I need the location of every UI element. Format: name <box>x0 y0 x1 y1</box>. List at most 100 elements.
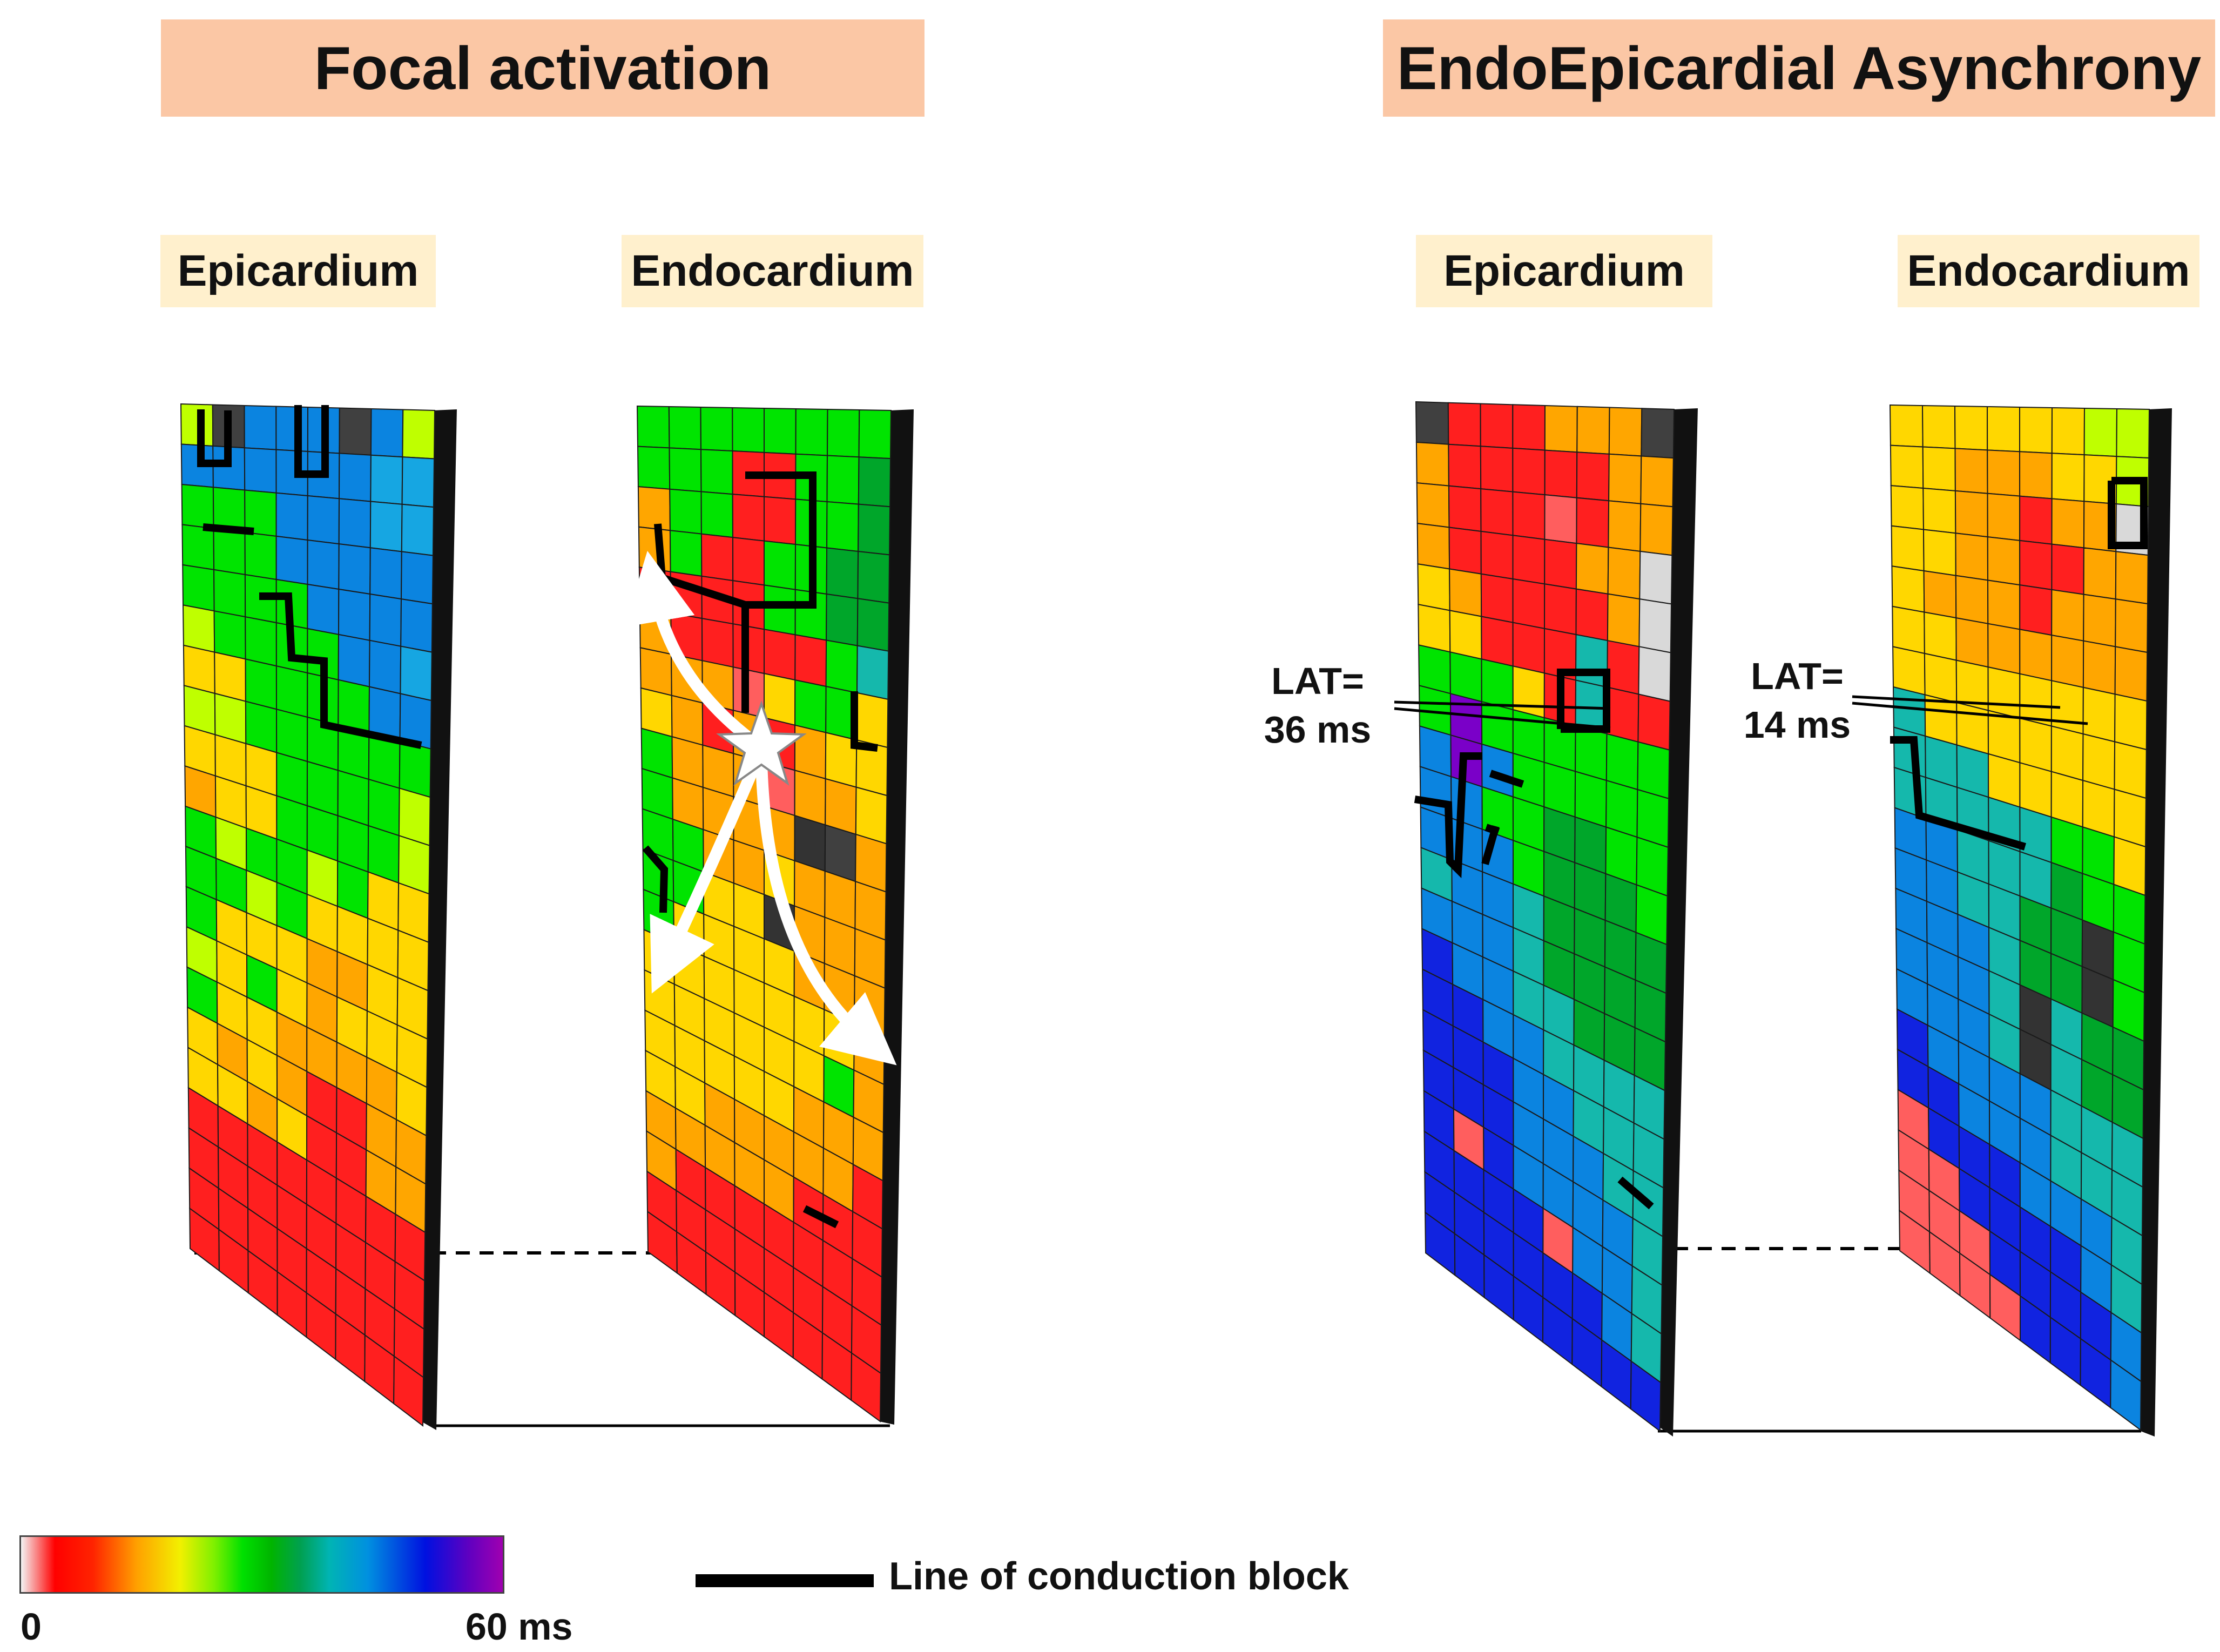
asynchrony-epicardium-map <box>1415 401 1675 1432</box>
grid-cell <box>213 528 246 576</box>
grid-cell <box>669 447 702 493</box>
grid-cell <box>669 530 703 577</box>
grid-cell <box>244 404 277 450</box>
grid-cell <box>1639 503 1674 556</box>
grid-cell <box>180 403 214 447</box>
grid-cell <box>858 456 892 508</box>
focal-endocardium-label: Endocardium <box>622 235 923 307</box>
grid-cell <box>700 491 734 538</box>
grid-cell <box>1987 536 2021 586</box>
grid-cell <box>2051 453 2085 502</box>
grid-cell <box>2114 693 2148 751</box>
grid-cell <box>1512 665 1545 719</box>
grid-cell <box>399 740 431 798</box>
grid-cell <box>2051 407 2086 456</box>
grid-cell <box>1512 535 1546 585</box>
grid-cell <box>1544 494 1577 544</box>
grid-cell <box>1639 550 1673 605</box>
grid-cell <box>1418 603 1451 653</box>
grid-cell <box>2083 407 2118 457</box>
colorbar-max-label: 60 ms <box>465 1606 573 1648</box>
grid-cell <box>400 551 434 605</box>
grid-cell <box>182 564 215 612</box>
grid-cell <box>1544 449 1578 498</box>
grid-cell <box>858 503 891 556</box>
grid-cell <box>2115 598 2149 653</box>
conduction-block-legend-label: Line of conduction block <box>889 1555 1349 1598</box>
grid-cell <box>1481 616 1514 667</box>
grid-cell <box>1480 403 1514 449</box>
grid-cell <box>858 409 892 460</box>
grid-cell <box>1544 404 1578 453</box>
grid-cell <box>1575 588 1609 642</box>
grid-cell <box>1921 404 1956 449</box>
grid-cell <box>1512 404 1546 451</box>
grid-cell <box>637 446 671 490</box>
grid-cell <box>400 645 433 702</box>
grid-cell <box>639 647 672 697</box>
grid-cell <box>370 408 404 458</box>
grid-cell <box>338 453 372 502</box>
grid-cell <box>370 454 403 505</box>
grid-cell <box>1543 583 1577 636</box>
grid-cell <box>764 672 796 726</box>
grid-cell <box>1607 547 1641 600</box>
grid-cell <box>795 408 828 456</box>
grid-cell <box>401 456 435 508</box>
grid-cell <box>1637 693 1671 751</box>
lat-right-pointer-a <box>1852 695 2061 709</box>
grid-cell <box>1480 530 1514 580</box>
grid-cell <box>2051 498 2085 549</box>
grid-cell <box>700 406 733 452</box>
grid-cell <box>2083 594 2116 648</box>
grid-cell <box>1449 568 1482 617</box>
propagation-arrows <box>624 550 897 1066</box>
grid-cell <box>2019 495 2053 545</box>
slab-edge-async-epi <box>1659 408 1698 1437</box>
grid-cell <box>213 610 246 660</box>
focal-endocardium-map <box>636 405 892 1422</box>
grid-cell <box>1512 491 1546 540</box>
asynchrony-endocardium-label: Endocardium <box>1898 235 2199 307</box>
grid-cell <box>1987 666 2021 719</box>
grid-cell <box>1448 443 1482 490</box>
grid-cell <box>1954 405 1988 451</box>
grid-cell <box>1638 646 1671 702</box>
grid-cell <box>1637 741 1670 800</box>
grid-cell <box>338 588 371 642</box>
grid-cell <box>339 407 372 456</box>
grid-cell <box>1448 527 1482 575</box>
grid-cell <box>2116 408 2150 459</box>
grid-cell <box>2019 406 2053 454</box>
grid-cell <box>1447 402 1481 447</box>
conduction-block-lines-async-epi <box>1414 669 1654 1210</box>
grid-cell <box>307 539 340 590</box>
grid-cell <box>1416 482 1450 528</box>
grid-cell <box>668 406 702 450</box>
lat-left-pointer-a <box>1394 700 1611 710</box>
grid-cell <box>764 496 797 545</box>
grid-cell <box>1480 446 1514 493</box>
grid-cell <box>1922 487 1956 534</box>
grid-cell <box>1955 532 1989 581</box>
grid-cell <box>244 531 277 581</box>
grid-cell <box>1415 441 1449 487</box>
grid-cell <box>1955 575 1989 624</box>
grid-cell <box>1576 406 1610 455</box>
grid-cell <box>1890 444 1924 489</box>
grid-cell <box>1641 408 1675 459</box>
grid-cell <box>1416 522 1450 570</box>
grid-cell <box>1892 605 1925 655</box>
grid-cell <box>1640 455 1674 508</box>
grid-cell <box>2051 634 2084 689</box>
grid-cell <box>1924 652 1958 704</box>
grid-cell <box>637 486 671 531</box>
grid-cell <box>401 503 434 556</box>
grid-cell <box>1605 733 1639 791</box>
grid-cell <box>1481 658 1514 711</box>
grid-cell <box>2051 589 2084 642</box>
grid-cell <box>700 533 734 582</box>
grid-cell <box>732 494 765 542</box>
grid-cell <box>1890 485 1925 530</box>
